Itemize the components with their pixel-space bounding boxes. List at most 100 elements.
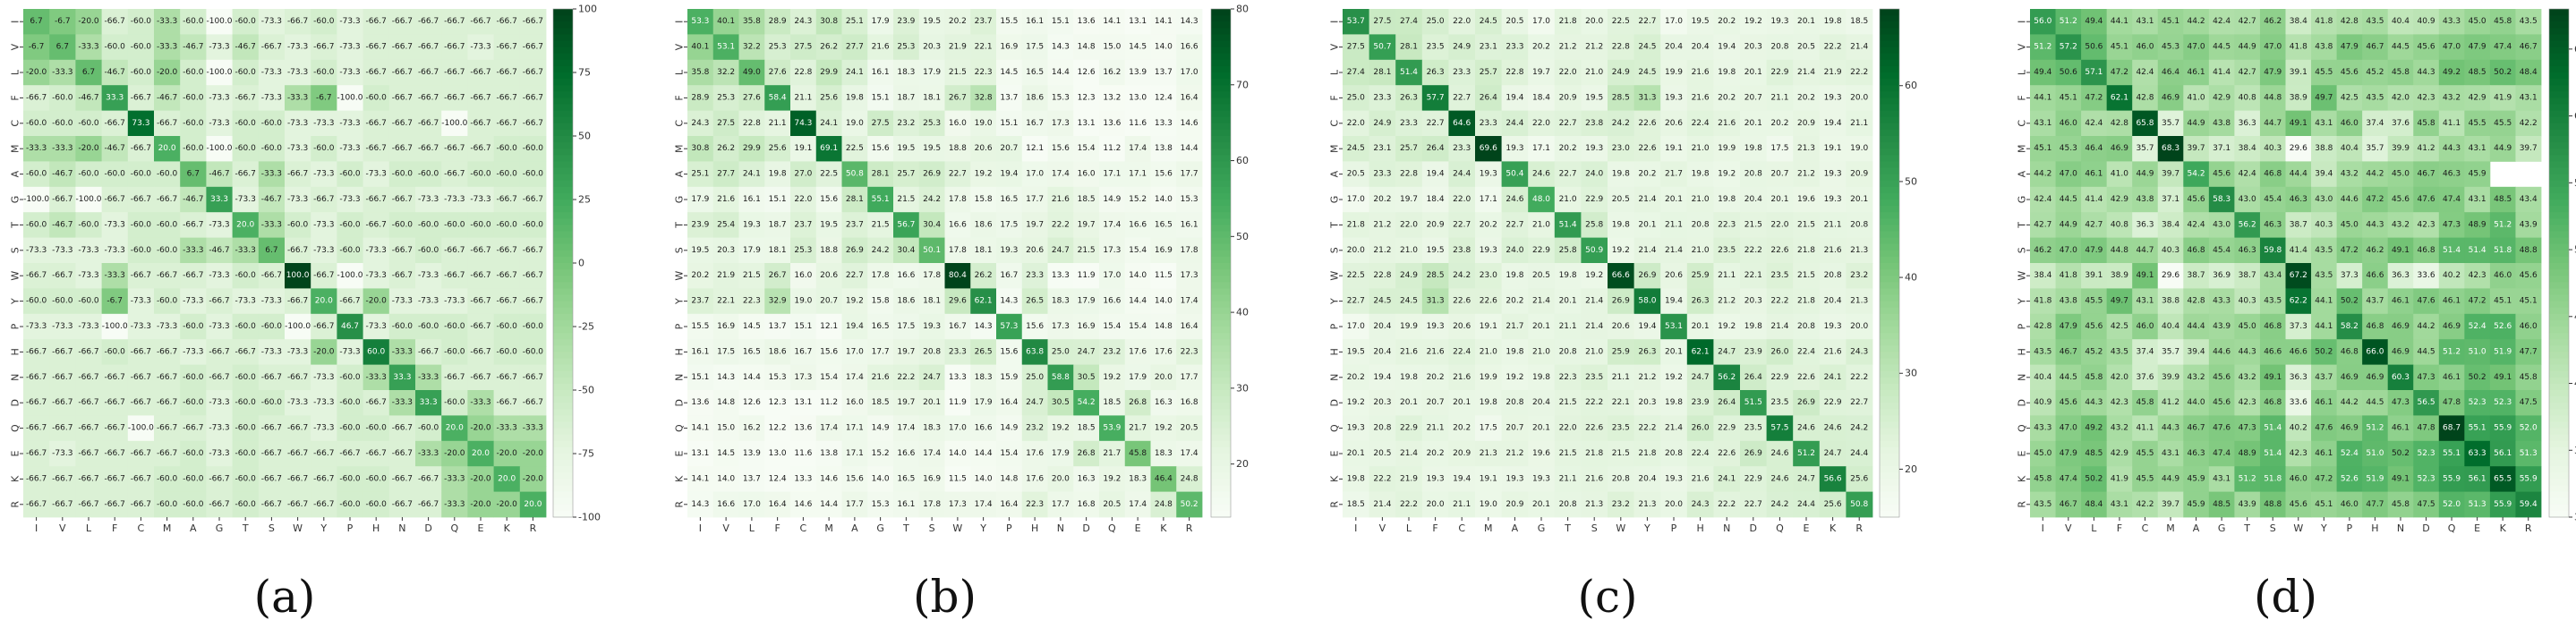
cell-value-label: 20.4 xyxy=(1373,322,1391,331)
cell-value-label: 14.9 xyxy=(1103,195,1121,204)
heatmap-cell xyxy=(154,212,181,238)
cell-value-label: 16.5 xyxy=(743,347,761,356)
heatmap-cell xyxy=(311,34,337,61)
y-tick-label: R xyxy=(674,501,686,508)
cell-value-label: 36.3 xyxy=(2136,220,2154,229)
heatmap-cell xyxy=(285,313,311,340)
heatmap-cell xyxy=(154,161,181,188)
colorbar-band xyxy=(1880,504,1899,512)
cell-value-label: 24.5 xyxy=(1373,297,1391,306)
cell-value-label: 19.5 xyxy=(1585,93,1603,102)
cell-value-label: -73.3 xyxy=(78,322,98,331)
cell-value-label: -66.7 xyxy=(418,93,439,102)
cell-value-label: 21.7 xyxy=(1129,424,1147,433)
cell-value-label: 24.5 xyxy=(1638,68,1656,77)
cell-value-label: 43.8 xyxy=(2136,195,2154,204)
heatmap-cell xyxy=(467,85,494,111)
colorbar-band xyxy=(1880,79,1899,86)
cell-value-label: -66.7 xyxy=(523,195,543,204)
cell-value-label: 44.8 xyxy=(2111,246,2128,255)
cell-value-label: 16.5 xyxy=(1000,195,1018,204)
cell-value-label: 45.5 xyxy=(2469,119,2486,128)
cell-value-label: 21.4 xyxy=(1638,195,1656,204)
colorbar-band xyxy=(2549,421,2569,429)
heatmap-cell xyxy=(23,110,50,137)
cell-value-label: -46.7 xyxy=(261,195,282,204)
cell-value-label: 14.0 xyxy=(949,449,967,458)
colorbar-band xyxy=(1880,497,1899,505)
cell-value-label: 20.8 xyxy=(1824,271,1842,280)
heatmap-cell xyxy=(388,186,416,213)
cell-value-label: 46.2 xyxy=(2264,17,2282,26)
colorbar-band xyxy=(2549,149,2569,156)
cell-value-label: -66.7 xyxy=(157,398,177,407)
cell-value-label: 23.2 xyxy=(1612,500,1630,509)
cell-value-label: -46.7 xyxy=(78,93,98,102)
colorbar-band xyxy=(553,377,573,385)
cell-value-label: -33.3 xyxy=(287,93,308,102)
cell-value-label: 47.0 xyxy=(2060,170,2077,179)
heatmap-cell xyxy=(285,186,311,213)
x-tick-label: W xyxy=(2293,522,2303,534)
cell-value-label: 40.1 xyxy=(717,17,735,26)
cell-value-label: -66.7 xyxy=(470,322,490,331)
heatmap-cell xyxy=(206,161,233,188)
cell-value-label: 21.4 xyxy=(1400,449,1418,458)
cell-value-label: 20.6 xyxy=(1612,322,1630,331)
cell-value-label: 52.3 xyxy=(2469,398,2486,407)
cell-value-label: 45.1 xyxy=(2034,144,2051,153)
cell-value-label: 20.0 xyxy=(1585,17,1603,26)
colorbar-band xyxy=(1211,415,1231,423)
cell-value-label: 23.3 xyxy=(1506,43,1523,52)
cell-value-label: 20.7 xyxy=(1770,170,1788,179)
cell-value-label: 20.6 xyxy=(1453,322,1471,331)
cell-value-label: -66.7 xyxy=(261,424,282,433)
cell-value-label: -33.3 xyxy=(366,373,387,382)
colorbar-band xyxy=(1880,428,1899,436)
cell-value-label: 45.2 xyxy=(2085,347,2103,356)
colorbar-band xyxy=(553,206,573,213)
cell-value-label: 50.7 xyxy=(1373,43,1391,52)
cell-value-label: -73.3 xyxy=(209,93,229,102)
cell-value-label: 15.4 xyxy=(1000,449,1018,458)
cell-value-label: -46.7 xyxy=(105,68,125,77)
cell-value-label: 45.6 xyxy=(2520,271,2538,280)
cell-value-label: 45.1 xyxy=(2162,17,2179,26)
x-tick-label: K xyxy=(2500,522,2507,534)
heatmap-cell xyxy=(232,237,260,264)
colorbar-band xyxy=(1211,79,1231,86)
colorbar-band xyxy=(1211,333,1231,340)
cell-value-label: 43.9 xyxy=(2239,500,2256,509)
colorbar-band xyxy=(2549,504,2569,512)
x-tick-label: C xyxy=(1458,522,1465,534)
heatmap-cell xyxy=(75,313,102,340)
y-tick-label: E xyxy=(2017,450,2028,456)
cell-value-label: 21.1 xyxy=(794,93,812,102)
cell-value-label: 20.3 xyxy=(1373,398,1391,407)
cell-value-label: 11.6 xyxy=(794,449,812,458)
cell-value-label: 45.6 xyxy=(2290,500,2307,509)
cell-value-label: 19.8 xyxy=(1532,373,1550,382)
y-tick-label: K xyxy=(2017,475,2028,482)
heatmap-cell xyxy=(127,288,155,315)
cell-value-label: 20.2 xyxy=(1559,144,1577,153)
colorbar-tick-label: -75 xyxy=(578,448,594,460)
cell-value-label: -46.7 xyxy=(52,170,73,179)
cell-value-label: 24.3 xyxy=(1692,500,1710,509)
cell-value-label: 18.1 xyxy=(769,246,787,255)
cell-value-label: 54.2 xyxy=(2188,170,2205,179)
colorbar-band xyxy=(1211,85,1231,92)
cell-value-label: 16.6 xyxy=(1129,220,1147,229)
cell-value-label: 22.2 xyxy=(897,373,915,382)
cell-value-label: 18.6 xyxy=(975,220,993,229)
cell-value-label: 19.2 xyxy=(1347,398,1365,407)
cell-value-label: 20.9 xyxy=(1427,220,1445,229)
cell-value-label: 47.4 xyxy=(2213,449,2231,458)
cell-value-label: 17.8 xyxy=(949,195,967,204)
heatmap-cell xyxy=(49,85,76,111)
heatmap-cell xyxy=(180,110,207,137)
y-tick-label: K xyxy=(674,475,686,482)
cell-value-label: 51.8 xyxy=(2494,246,2512,255)
cell-value-label: 46.1 xyxy=(2188,68,2205,77)
colorbar-band xyxy=(1211,352,1231,360)
